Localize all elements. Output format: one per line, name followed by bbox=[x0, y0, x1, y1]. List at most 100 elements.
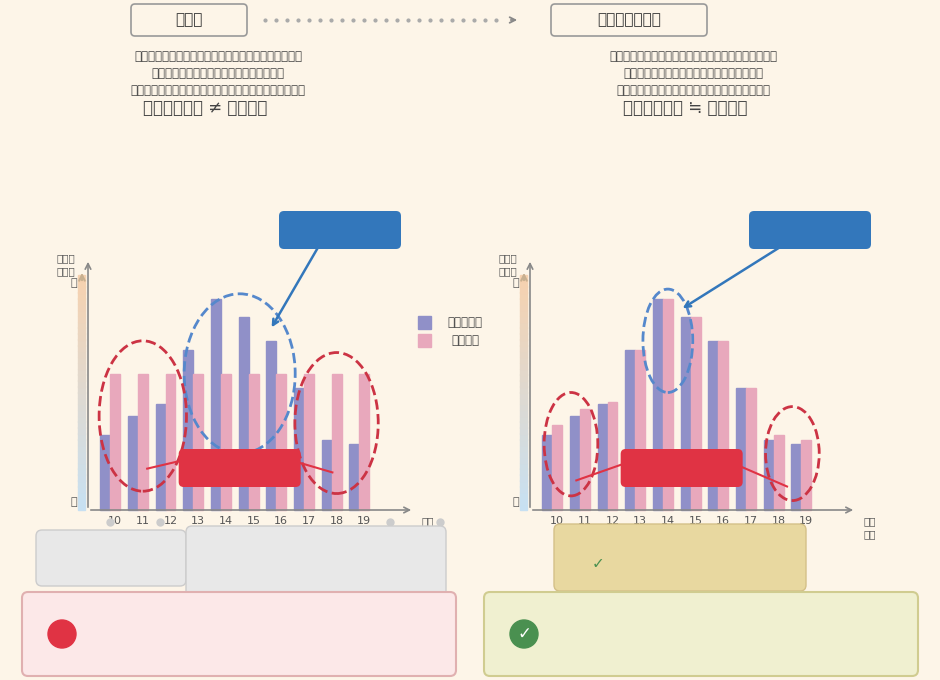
Bar bbox=[520, 439, 527, 445]
Text: 11: 11 bbox=[578, 516, 592, 526]
Text: 残業時間制限を考慮してシフトを作成できる。: 残業時間制限を考慮してシフトを作成できる。 bbox=[657, 639, 796, 649]
Bar bbox=[418, 316, 431, 329]
Bar bbox=[520, 380, 527, 387]
Bar bbox=[520, 486, 527, 492]
Bar bbox=[78, 357, 85, 363]
Bar bbox=[183, 350, 194, 510]
Bar bbox=[520, 480, 527, 486]
Bar bbox=[520, 392, 527, 398]
Bar bbox=[580, 409, 589, 510]
Bar bbox=[520, 322, 527, 328]
Bar bbox=[78, 380, 85, 387]
Text: 少: 少 bbox=[70, 497, 77, 507]
Text: 19: 19 bbox=[799, 516, 813, 526]
Text: 16: 16 bbox=[716, 516, 730, 526]
Bar bbox=[78, 316, 85, 322]
Text: 売上が高いときに適切なスタッフ数を
割り当てられる: 売上が高いときに適切なスタッフ数を 割り当てられる bbox=[659, 597, 795, 627]
Bar bbox=[520, 316, 527, 322]
Text: 必要作業量: 必要作業量 bbox=[447, 316, 482, 330]
Bar bbox=[520, 333, 527, 339]
Bar bbox=[78, 304, 85, 310]
Bar bbox=[78, 474, 85, 481]
Bar bbox=[248, 374, 259, 510]
Bar bbox=[520, 310, 527, 316]
Bar bbox=[239, 318, 248, 510]
Text: 18: 18 bbox=[330, 516, 344, 526]
FancyBboxPatch shape bbox=[749, 211, 871, 249]
Text: 14: 14 bbox=[219, 516, 233, 526]
Text: 作業人数: 作業人数 bbox=[451, 335, 479, 347]
Text: 12: 12 bbox=[605, 516, 619, 526]
Bar bbox=[520, 345, 527, 352]
Text: ✓: ✓ bbox=[591, 556, 604, 571]
Bar bbox=[520, 433, 527, 439]
Bar bbox=[78, 339, 85, 345]
Bar bbox=[78, 398, 85, 404]
Bar bbox=[78, 439, 85, 445]
Bar bbox=[570, 416, 580, 510]
Bar bbox=[520, 427, 527, 434]
Bar bbox=[763, 439, 774, 510]
Bar bbox=[78, 286, 85, 292]
FancyBboxPatch shape bbox=[131, 4, 247, 36]
Text: 10: 10 bbox=[550, 516, 564, 526]
Text: 18: 18 bbox=[772, 516, 786, 526]
Text: 作業量の変動 ≠ 作業人数: 作業量の変動 ≠ 作業人数 bbox=[143, 99, 267, 117]
Text: 現　状: 現 状 bbox=[176, 12, 203, 27]
Bar bbox=[276, 374, 286, 510]
Bar bbox=[520, 398, 527, 404]
Bar bbox=[520, 298, 527, 305]
Text: 13: 13 bbox=[191, 516, 205, 526]
Text: 売上が高いときに適切なスタッフ数を
割り当てられていない: 売上が高いときに適切なスタッフ数を 割り当てられていない bbox=[197, 597, 333, 627]
Text: !: ! bbox=[58, 625, 66, 643]
Text: 人数・
作業量: 人数・ 作業量 bbox=[56, 254, 75, 277]
FancyBboxPatch shape bbox=[36, 530, 186, 586]
Text: 少: 少 bbox=[512, 497, 519, 507]
Bar bbox=[625, 350, 635, 510]
Bar bbox=[520, 351, 527, 357]
Bar bbox=[801, 439, 811, 510]
Bar bbox=[294, 388, 304, 510]
Text: 14: 14 bbox=[661, 516, 675, 526]
FancyBboxPatch shape bbox=[179, 449, 301, 487]
Bar bbox=[520, 404, 527, 410]
Bar bbox=[520, 275, 527, 281]
Text: 人件費が減らない: 人件費が減らない bbox=[83, 551, 139, 564]
Bar bbox=[520, 362, 527, 369]
FancyBboxPatch shape bbox=[279, 211, 401, 249]
Bar bbox=[552, 426, 562, 510]
Bar bbox=[736, 388, 746, 510]
FancyBboxPatch shape bbox=[554, 524, 806, 591]
Bar bbox=[78, 415, 85, 422]
Bar bbox=[359, 374, 369, 510]
Text: 機会損失が減少: 機会損失が減少 bbox=[784, 224, 837, 237]
Bar bbox=[607, 402, 618, 510]
Bar bbox=[78, 404, 85, 410]
Bar bbox=[78, 333, 85, 339]
Text: 12: 12 bbox=[164, 516, 178, 526]
Text: 多: 多 bbox=[512, 278, 519, 288]
Bar bbox=[78, 445, 85, 452]
Text: 15: 15 bbox=[246, 516, 260, 526]
Bar bbox=[78, 327, 85, 334]
Bar bbox=[542, 435, 552, 510]
Text: 17: 17 bbox=[302, 516, 316, 526]
Bar bbox=[128, 416, 138, 510]
Bar bbox=[78, 486, 85, 492]
Bar bbox=[708, 341, 718, 510]
Text: 売上高・人件費率を
改善！: 売上高・人件費率を 改善！ bbox=[674, 543, 746, 573]
Bar bbox=[78, 457, 85, 463]
FancyBboxPatch shape bbox=[22, 592, 456, 676]
Text: ✓: ✓ bbox=[517, 625, 531, 643]
Text: 現在のスタッフの割り当てが作業量（売上）の変動に
追随していないケースがあり、余剰人員を
抱えていたり、機会損失が発生している可能性がある。: 現在のスタッフの割り当てが作業量（売上）の変動に 追随していないケースがあり、余… bbox=[131, 50, 306, 97]
Bar bbox=[165, 374, 176, 510]
Bar bbox=[520, 375, 527, 381]
Circle shape bbox=[510, 620, 538, 648]
Bar bbox=[221, 374, 231, 510]
Bar bbox=[350, 444, 359, 510]
Bar bbox=[635, 350, 645, 510]
Bar bbox=[520, 386, 527, 392]
Bar bbox=[418, 334, 431, 347]
Bar bbox=[653, 299, 663, 510]
Bar bbox=[78, 462, 85, 469]
